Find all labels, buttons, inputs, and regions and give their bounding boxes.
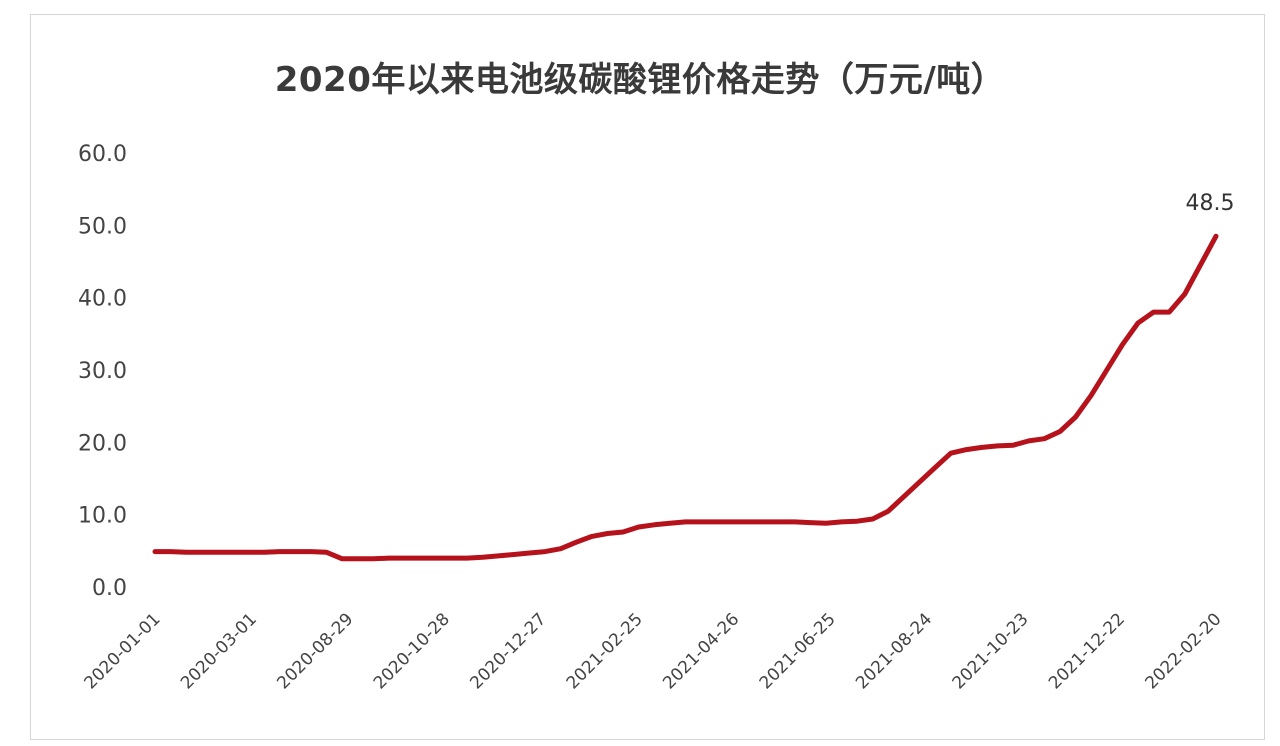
y-tick-label: 50.0: [78, 214, 127, 239]
chart-frame: [30, 14, 1265, 740]
x-tick-label: 2022-02-20: [1142, 609, 1226, 693]
x-tick-label: 2021-12-22: [1045, 609, 1129, 693]
y-axis: 0.0 10.0 20.0 30.0 40.0 50.0 60.0: [78, 142, 127, 601]
y-tick-label: 10.0: [78, 504, 127, 529]
data-label: 48.5: [1186, 191, 1235, 216]
x-tick-label: 2020-01-01: [81, 609, 165, 693]
x-tick-label: 2021-06-25: [756, 609, 840, 693]
x-tick-label: 2021-02-25: [563, 609, 647, 693]
chart-title: 2020年以来电池级碳酸锂价格走势（万元/吨）: [274, 60, 1006, 100]
x-tick-label: 2021-08-24: [852, 609, 936, 693]
y-tick-label: 0.0: [92, 576, 127, 601]
x-tick-label: 2021-10-23: [949, 609, 1033, 693]
x-axis: 2020-01-01 2020-03-01 2020-08-29 2020-10-28…: [81, 609, 1226, 693]
x-tick-label: 2021-04-26: [659, 609, 743, 693]
y-tick-label: 30.0: [78, 359, 127, 384]
y-tick-label: 20.0: [78, 431, 127, 456]
price-series-line: [152, 233, 1219, 562]
y-tick-label: 40.0: [78, 287, 127, 312]
x-tick-label: 2020-08-29: [273, 609, 357, 693]
x-tick-label: 2020-12-27: [466, 609, 550, 693]
x-tick-label: 2020-03-01: [177, 609, 261, 693]
y-tick-label: 60.0: [78, 142, 127, 167]
plot-area: 48.5: [152, 191, 1235, 562]
x-tick-label: 2020-10-28: [370, 609, 454, 693]
